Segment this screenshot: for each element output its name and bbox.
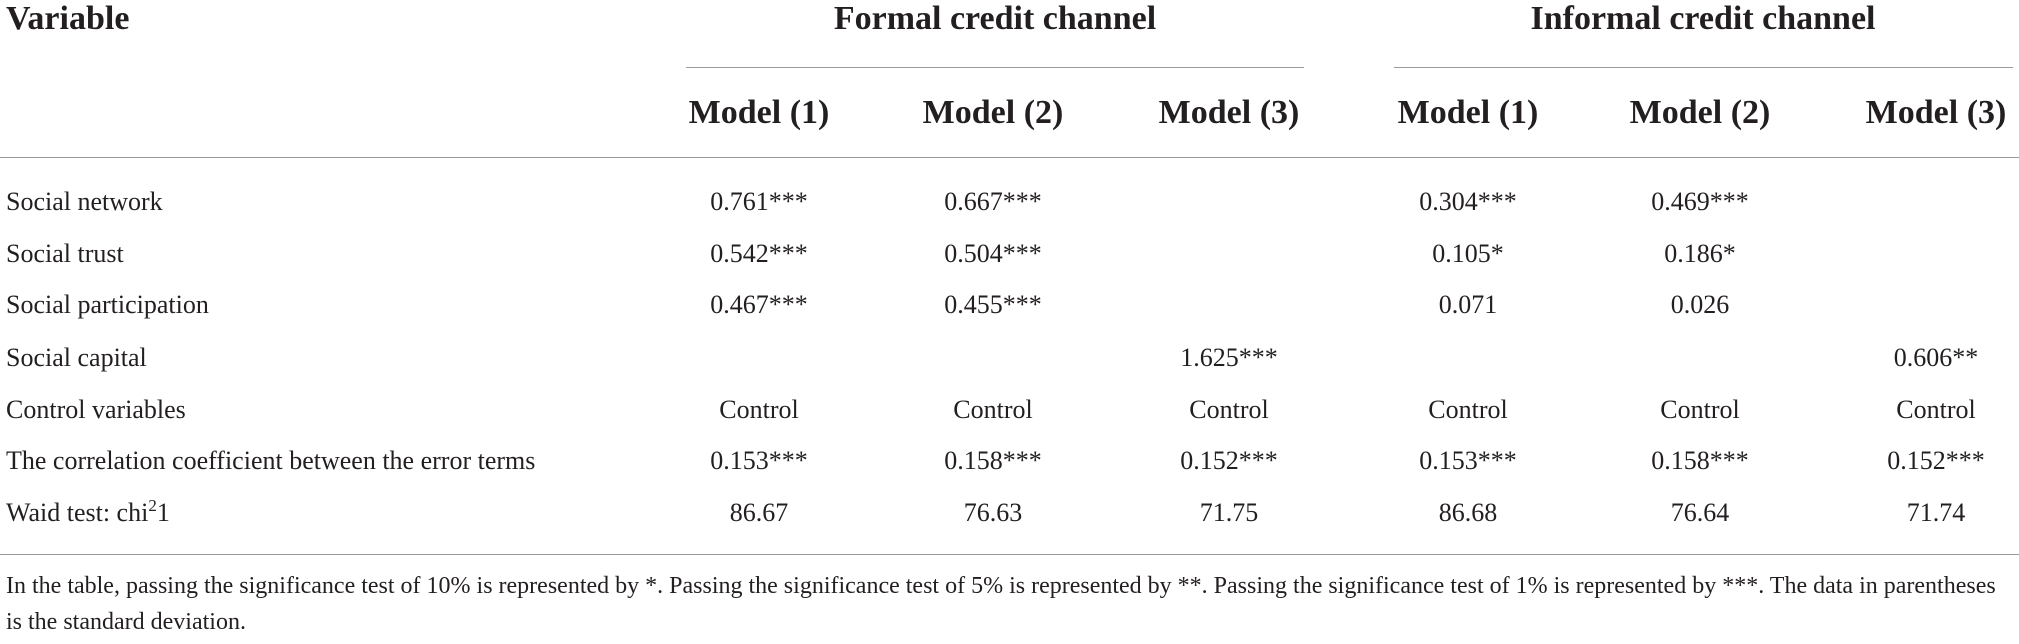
bottom-rule xyxy=(0,554,2019,555)
row-label: Control variables xyxy=(6,395,186,425)
cell: 76.64 xyxy=(1670,498,1730,527)
cell: Control xyxy=(719,395,799,424)
cell: 0.304*** xyxy=(1419,187,1517,216)
row-label-text: The correlation coefficient between the … xyxy=(6,446,536,475)
cell: 1.625*** xyxy=(1180,343,1278,372)
cell: 0.469*** xyxy=(1651,187,1749,216)
row-label: Social participation xyxy=(6,290,209,320)
cell: 0.153*** xyxy=(1419,446,1517,475)
cell: 0.186* xyxy=(1664,239,1736,268)
model-header: Model (1) xyxy=(688,94,830,131)
row-label-suffix: 1 xyxy=(156,498,170,527)
model-header: Model (1) xyxy=(1397,94,1539,131)
cell: 0.467*** xyxy=(710,290,808,319)
model-header: Model (3) xyxy=(1865,94,2007,131)
cell: 0.152*** xyxy=(1887,446,1985,475)
cell: 0.071 xyxy=(1438,290,1498,319)
row-label: The correlation coefficient between the … xyxy=(6,446,535,476)
row-label-text: Social network xyxy=(6,187,163,216)
row-label: Social capital xyxy=(6,343,147,373)
cell: 86.67 xyxy=(729,498,789,527)
model-header: Model (2) xyxy=(1629,94,1771,131)
cell: 0.105* xyxy=(1432,239,1504,268)
cell: 0.504*** xyxy=(944,239,1042,268)
cell: Control xyxy=(1660,395,1740,424)
row-label-text: Social trust xyxy=(6,239,124,268)
cell: 0.158*** xyxy=(1651,446,1749,475)
cell: 71.74 xyxy=(1906,498,1966,527)
row-label-text: Control variables xyxy=(6,395,186,424)
cell: 0.455*** xyxy=(944,290,1042,319)
cell: 0.152*** xyxy=(1180,446,1278,475)
cell: 0.158*** xyxy=(944,446,1042,475)
header-rule xyxy=(0,157,2019,158)
model-header: Model (2) xyxy=(922,94,1064,131)
cell: 0.542*** xyxy=(710,239,808,268)
group-rule xyxy=(1394,67,2013,68)
corner-header: Variable xyxy=(6,0,130,37)
model-header: Model (3) xyxy=(1158,94,1300,131)
cell: 0.667*** xyxy=(944,187,1042,216)
cell: 0.026 xyxy=(1670,290,1730,319)
cell: Control xyxy=(1428,395,1508,424)
cell: 71.75 xyxy=(1199,498,1259,527)
cell: 76.63 xyxy=(963,498,1023,527)
group-header: Informal credit channel xyxy=(1530,0,1876,37)
cell: 86.68 xyxy=(1438,498,1498,527)
cell: Control xyxy=(1896,395,1976,424)
row-label-text: Social capital xyxy=(6,343,147,372)
superscript: 2 xyxy=(148,496,157,515)
row-label-text: Social participation xyxy=(6,290,209,319)
row-label: Social network xyxy=(6,187,163,217)
row-label-text: Waid test: chi xyxy=(6,498,149,527)
cell: 0.761*** xyxy=(710,187,808,216)
row-label: Social trust xyxy=(6,239,124,269)
cell: 0.153*** xyxy=(710,446,808,475)
row-label: Waid test: chi21 xyxy=(6,496,170,528)
group-header: Formal credit channel xyxy=(833,0,1157,37)
cell: Control xyxy=(1189,395,1269,424)
footnote: In the table, passing the significance t… xyxy=(6,573,1996,635)
cell: 0.606** xyxy=(1893,343,1979,372)
group-rule xyxy=(686,67,1304,68)
cell: Control xyxy=(953,395,1033,424)
